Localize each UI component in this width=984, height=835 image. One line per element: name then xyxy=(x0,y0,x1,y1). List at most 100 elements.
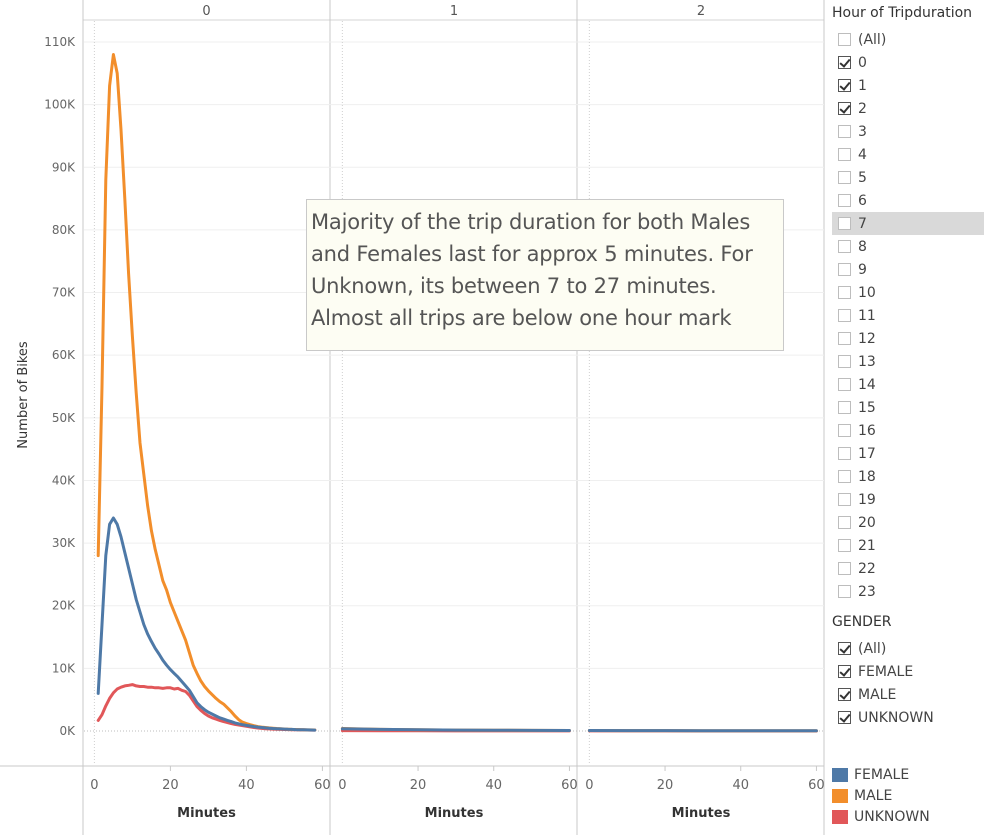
hour-filter-item[interactable]: 18 xyxy=(832,465,984,488)
checkbox-unchecked-icon[interactable] xyxy=(838,401,851,414)
gender-filter-item[interactable]: (All) xyxy=(832,637,984,660)
hour-filter-item[interactable]: 19 xyxy=(832,488,984,511)
hour-filter-item[interactable]: 20 xyxy=(832,511,984,534)
hour-filter-item[interactable]: 17 xyxy=(832,442,984,465)
x-tick-label: 0 xyxy=(585,778,593,793)
filter-item-label: 13 xyxy=(858,353,876,370)
hour-filter-item[interactable]: 4 xyxy=(832,143,984,166)
hour-filter-item[interactable]: 5 xyxy=(832,166,984,189)
annotation-line: Almost all trips are below one hour mark xyxy=(311,306,732,330)
checkbox-unchecked-icon[interactable] xyxy=(838,171,851,184)
filter-item-label: (All) xyxy=(858,31,887,48)
y-tick-label: 20K xyxy=(52,599,76,613)
filter-item-label: (All) xyxy=(858,640,887,657)
x-tick-label: 20 xyxy=(410,778,427,793)
annotation-line: Unknown, its between 7 to 27 minutes. xyxy=(311,274,717,298)
y-tick-label: 60K xyxy=(52,348,76,362)
checkbox-unchecked-icon[interactable] xyxy=(838,217,851,230)
checkbox-unchecked-icon[interactable] xyxy=(838,355,851,368)
checkbox-unchecked-icon[interactable] xyxy=(838,585,851,598)
checkbox-unchecked-icon[interactable] xyxy=(838,148,851,161)
gender-filter-item[interactable]: UNKNOWN xyxy=(832,706,984,729)
filter-item-label: MALE xyxy=(858,686,897,703)
hour-filter-item[interactable]: 21 xyxy=(832,534,984,557)
hour-filter-item[interactable]: 12 xyxy=(832,327,984,350)
panel-headers: 0 1 2 xyxy=(202,4,705,19)
filter-item-label: 18 xyxy=(858,468,876,485)
checkbox-checked-icon[interactable] xyxy=(838,102,851,115)
hour-filter-item[interactable]: 11 xyxy=(832,304,984,327)
hour-filter-item[interactable]: 14 xyxy=(832,373,984,396)
filter-item-label: 1 xyxy=(858,77,867,94)
checkbox-unchecked-icon[interactable] xyxy=(838,263,851,276)
checkbox-unchecked-icon[interactable] xyxy=(838,332,851,345)
hour-filter-item[interactable]: 6 xyxy=(832,189,984,212)
series-line-female-panel-1 xyxy=(340,727,571,732)
checkbox-checked-icon[interactable] xyxy=(838,79,851,92)
y-tick-label: 90K xyxy=(52,160,76,174)
legend-item[interactable]: FEMALE xyxy=(832,764,909,785)
filter-item-label: 17 xyxy=(858,445,876,462)
annotation-line: Majority of the trip duration for both M… xyxy=(311,210,751,234)
checkbox-unchecked-icon[interactable] xyxy=(838,470,851,483)
filter-item-label: 3 xyxy=(858,123,867,140)
legend-item[interactable]: MALE xyxy=(832,785,892,806)
x-axis-title: Minutes xyxy=(672,806,731,821)
filter-item-label: 7 xyxy=(858,215,867,232)
panel-header-label: 2 xyxy=(697,4,705,19)
checkbox-unchecked-icon[interactable] xyxy=(838,562,851,575)
hour-filter-item[interactable]: 16 xyxy=(832,419,984,442)
hour-filter-item[interactable]: 10 xyxy=(832,281,984,304)
legend-swatch xyxy=(832,809,848,824)
hour-filter-item[interactable]: 1 xyxy=(832,74,984,97)
checkbox-unchecked-icon[interactable] xyxy=(838,447,851,460)
checkbox-checked-icon[interactable] xyxy=(838,642,851,655)
y-tick-label: 70K xyxy=(52,286,76,300)
checkbox-checked-icon[interactable] xyxy=(838,688,851,701)
hour-filter-item[interactable]: 2 xyxy=(832,97,984,120)
hour-filter-item[interactable]: 0 xyxy=(832,51,984,74)
gender-filter-item[interactable]: MALE xyxy=(832,683,984,706)
checkbox-unchecked-icon[interactable] xyxy=(838,539,851,552)
hour-filter-item[interactable]: 7 xyxy=(832,212,984,235)
checkbox-unchecked-icon[interactable] xyxy=(838,33,851,46)
checkbox-unchecked-icon[interactable] xyxy=(838,125,851,138)
filter-item-label: 6 xyxy=(858,192,867,209)
hour-filter-item[interactable]: 23 xyxy=(832,580,984,603)
hour-filter-item[interactable]: 15 xyxy=(832,396,984,419)
series-lines xyxy=(96,53,818,733)
hour-filter-item[interactable]: 22 xyxy=(832,557,984,580)
checkbox-unchecked-icon[interactable] xyxy=(838,194,851,207)
y-tick-label: 40K xyxy=(52,473,76,487)
filter-item-label: 19 xyxy=(858,491,876,508)
hour-filter-item[interactable]: 9 xyxy=(832,258,984,281)
checkbox-checked-icon[interactable] xyxy=(838,56,851,69)
checkbox-unchecked-icon[interactable] xyxy=(838,493,851,506)
x-axis: 0 20 40 60 Minutes 0 20 40 60 Minutes 0 20 40 60 Minut… xyxy=(90,766,825,821)
checkbox-unchecked-icon[interactable] xyxy=(838,309,851,322)
checkbox-unchecked-icon[interactable] xyxy=(838,240,851,253)
y-tick-label: 110K xyxy=(44,35,76,49)
x-tick-label: 40 xyxy=(238,778,255,793)
x-tick-label: 20 xyxy=(657,778,674,793)
legend-item[interactable]: UNKNOWN xyxy=(832,806,930,827)
series-line-unknown-panel-0 xyxy=(96,683,317,732)
hour-filter-item[interactable]: (All) xyxy=(832,28,984,51)
x-tick-label: 60 xyxy=(808,778,825,793)
gender-filter-item[interactable]: FEMALE xyxy=(832,660,984,683)
checkbox-checked-icon[interactable] xyxy=(838,711,851,724)
hour-filter-item[interactable]: 8 xyxy=(832,235,984,258)
hour-filter-item[interactable]: 13 xyxy=(832,350,984,373)
checkbox-checked-icon[interactable] xyxy=(838,665,851,678)
checkbox-unchecked-icon[interactable] xyxy=(838,286,851,299)
filter-item-label: 15 xyxy=(858,399,876,416)
hour-filter-item[interactable]: 3 xyxy=(832,120,984,143)
annotation-line: and Females last for approx 5 minutes. F… xyxy=(311,242,753,266)
filter-item-label: 8 xyxy=(858,238,867,255)
checkbox-unchecked-icon[interactable] xyxy=(838,516,851,529)
checkbox-unchecked-icon[interactable] xyxy=(838,424,851,437)
series-line-female-panel-0 xyxy=(96,516,317,732)
checkbox-unchecked-icon[interactable] xyxy=(838,378,851,391)
y-tick-label: 30K xyxy=(52,536,76,550)
hour-filter-title: Hour of Tripduration xyxy=(832,5,973,21)
